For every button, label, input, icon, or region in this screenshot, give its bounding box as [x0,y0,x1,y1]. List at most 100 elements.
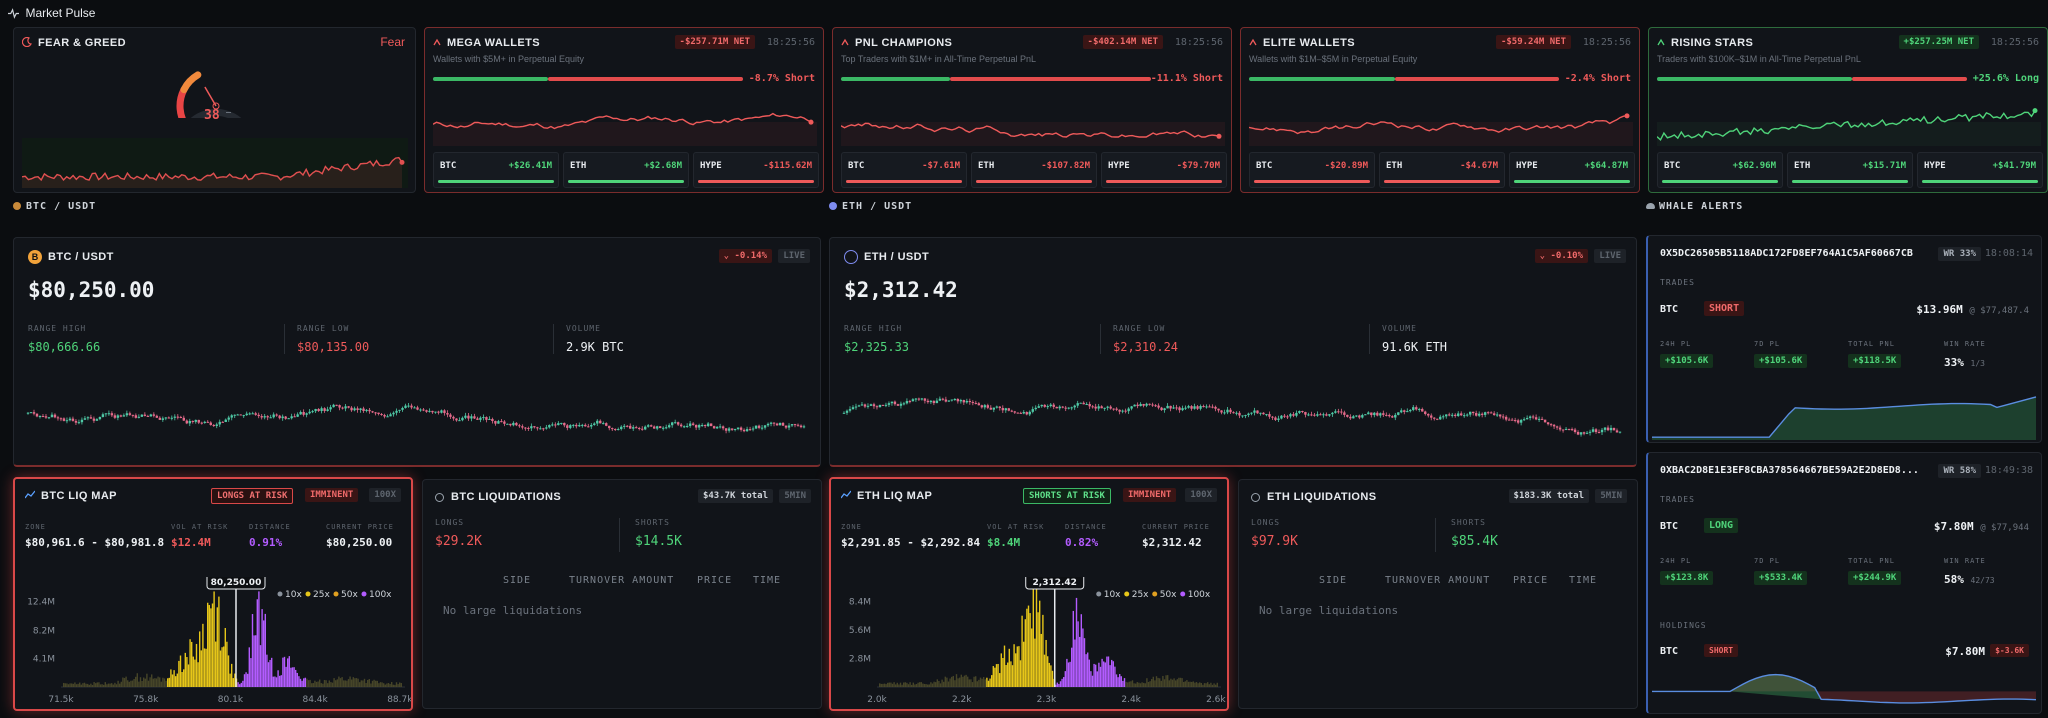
candle-body [227,417,230,420]
holding-side-badge: SHORT [1704,644,1739,657]
candle-body [935,400,939,404]
wallet-asset-eth[interactable]: ETH -$4.67M [1379,152,1505,188]
asset-underline [976,180,1092,183]
legend-label: 100x [369,590,392,600]
wallet-panel-pnl-champions[interactable]: PNL CHAMPIONS -$402.14M NET 18:25:56 Top… [832,27,1232,193]
liq-bar [360,680,362,687]
liq-bar [370,683,372,687]
wallet-asset-eth[interactable]: ETH -$107.82M [971,152,1097,188]
wallet-asset-btc[interactable]: BTC +$62.96M [1657,152,1783,188]
wallet-bias: -8.7% Short [748,73,815,84]
candle-body [215,424,218,426]
liq-stat-value: $8.4M [987,536,1021,549]
liq-bar [1005,665,1007,687]
candle-body [155,415,159,418]
candle-body [1528,416,1532,418]
candle-body [1298,411,1301,413]
whale-alert-card[interactable]: 0XBAC2D8E1E3EF8CBA378564667BE59A2E2D8ED8… [1646,452,2042,714]
wallet-asset-hype[interactable]: HYPE -$79.70M [1101,152,1227,188]
candle-body [581,424,584,426]
wallet-asset-eth[interactable]: ETH +$2.68M [563,152,689,188]
ticker-panel-btc[interactable]: B BTC / USDT ⌄ -0.14% LIVE $80,250.00 RA… [13,237,821,467]
liq-bar [75,684,78,687]
candle-body [512,422,515,426]
candle-body [149,414,153,417]
candle-body [887,403,891,405]
candle-body [1058,406,1061,409]
candle-body [128,413,132,415]
wallet-panel-rising-stars[interactable]: RISING STARS +$257.25M NET 18:25:56 Trad… [1648,27,2048,193]
liq-bar [925,684,927,687]
window-badge[interactable]: 5MIN [779,489,811,503]
trade-size: $13.96M @ $77,487.4 [1916,303,2029,316]
wallet-time: 18:25:56 [1174,37,1223,48]
liq-bar [1109,665,1111,687]
liq-bar [269,659,271,687]
liq-map-btc[interactable]: BTC LIQ MAP LONGS AT RISK IMMINENT 100X … [13,477,413,711]
liq-bar [355,678,358,687]
candle-body [1022,412,1025,414]
x-tick-label: 2.6k [1206,695,1226,705]
candle-body [1163,408,1166,411]
liquidations-column-header[interactable]: TIME [1569,575,1598,586]
candle-body [1118,409,1121,412]
trend-icon [841,490,851,499]
liq-bar [938,680,940,687]
liquidations-column-header[interactable]: PRICE [1513,575,1549,586]
candle-body [146,415,150,417]
holding-asset: BTC [1660,646,1679,657]
wallet-panel-mega-wallets[interactable]: MEGA WALLETS -$257.71M NET 18:25:56 Wall… [424,27,824,193]
candle-body [1567,428,1571,430]
wallet-panel-elite-wallets[interactable]: ELITE WALLETS -$59.24M NET 18:25:56 Wall… [1240,27,1640,193]
liq-bar [1056,682,1058,687]
liquidations-column-header[interactable]: TIME [753,575,782,586]
candle-body [1172,407,1175,409]
candle-body [1427,413,1430,416]
liq-bar [69,683,71,687]
candle-body [1199,406,1202,409]
candle-body [401,407,404,410]
liquidations-column-header[interactable]: SIDE [503,575,532,586]
wallet-asset-btc[interactable]: BTC +$26.41M [433,152,559,188]
ticker-panel-eth[interactable]: ETH / USDT ⌄ -0.10% LIVE $2,312.42 RANGE… [829,237,1637,467]
liq-bar [95,683,97,687]
candle-body [374,412,377,414]
window-badge[interactable]: 5MIN [1595,489,1627,503]
candle-body [1121,410,1124,412]
wallet-asset-eth[interactable]: ETH +$15.71M [1787,152,1913,188]
liq-bar [1047,656,1049,687]
liq-bar [1103,661,1105,687]
liq-bar [1013,644,1015,687]
liq-bar [1144,683,1146,687]
wallet-asset-hype[interactable]: HYPE +$64.87M [1509,152,1635,188]
wallet-asset-btc[interactable]: BTC -$7.61M [841,152,967,188]
asset-value: -$79.70M [1176,161,1220,171]
liquidations-column-header[interactable]: PRICE [697,575,733,586]
liquidations-column-header[interactable]: SIDE [1319,575,1348,586]
candle-body [956,398,960,402]
asset-underline [1922,180,2038,183]
liquidations-column-header[interactable]: TURNOVER AMOUNT [1385,575,1491,586]
legend-label: 10x [285,590,302,600]
wallet-asset-hype[interactable]: HYPE -$115.62M [693,152,819,188]
sparkline-line [1249,115,1628,135]
wallet-asset-hype[interactable]: HYPE +$41.79M [1917,152,2043,188]
liq-bar [232,678,234,687]
candle-body [44,416,48,418]
candle-body [1588,431,1592,433]
wallet-asset-btc[interactable]: BTC -$20.89M [1249,152,1375,188]
liq-map-eth[interactable]: ETH LIQ MAP SHORTS AT RISK IMMINENT 100X… [829,477,1229,711]
whale-address[interactable]: 0XBAC2D8E1E3EF8CBA378564667BE59A2E2D8ED8… [1660,465,1919,476]
candle-body [1400,410,1403,413]
liquidations-column-header[interactable]: TURNOVER AMOUNT [569,575,675,586]
candle-body [485,417,488,420]
liq-bar [319,679,321,687]
candle-body [796,424,800,426]
liq-bar [1203,683,1206,687]
candle-body [1576,432,1580,435]
candle-body [344,406,347,409]
liq-bar [263,620,265,687]
legend-label: 50x [1160,590,1177,600]
whale-alert-card[interactable]: 0X5DC26505B5118ADC172FD8EF764A1C5AF60667… [1646,235,2042,443]
whale-address[interactable]: 0X5DC26505B5118ADC172FD8EF764A1C5AF60667… [1660,248,1913,259]
